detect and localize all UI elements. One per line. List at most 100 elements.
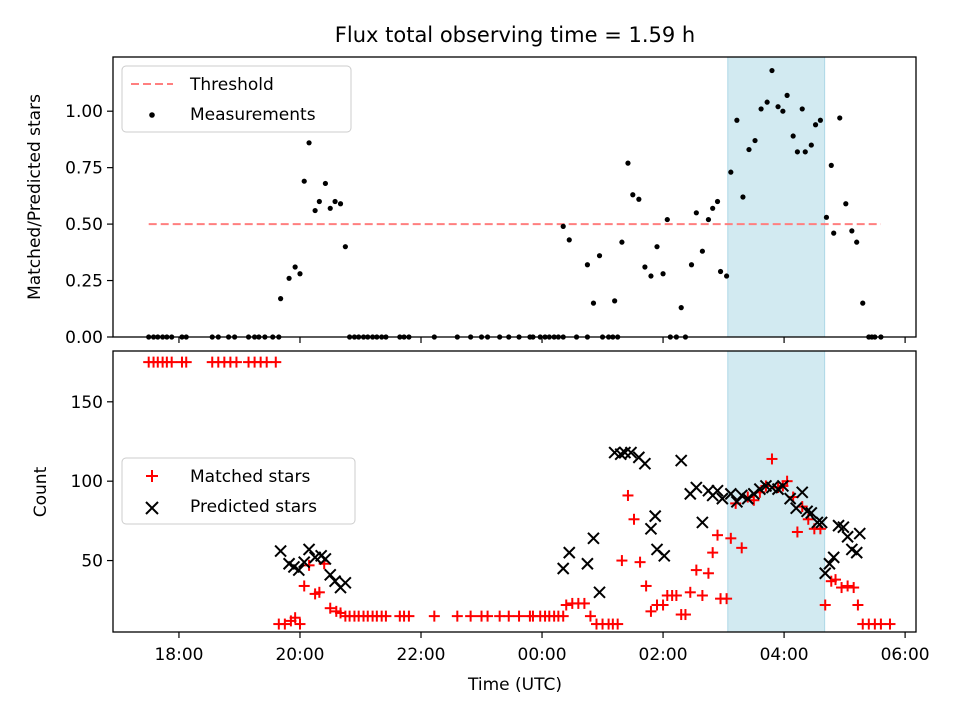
predicted-star-point	[624, 446, 638, 459]
measurement-point	[327, 205, 333, 211]
matched-star-point	[884, 618, 896, 630]
measurement-point	[758, 106, 764, 112]
matched-star-point	[791, 526, 803, 538]
threshold-legend-label: Threshold	[189, 75, 274, 95]
matched-star-point	[428, 610, 440, 622]
matched-legend-label: Matched stars	[190, 467, 310, 487]
matched-star-point	[690, 564, 702, 576]
matched-star-point	[298, 580, 310, 592]
measurement-point	[699, 248, 705, 254]
measurement-point	[278, 296, 284, 302]
predicted-star-point	[581, 557, 594, 570]
predicted-star-point	[716, 492, 729, 505]
count-panel: 50 100 150 18:00 20:00 22:00 00:00 02:00 04:00 0…	[31, 350, 930, 695]
measurements-legend-swatch	[149, 112, 155, 118]
matched-star-point	[482, 610, 494, 622]
measurement-point	[297, 271, 303, 277]
predicted-star-point	[819, 567, 832, 580]
measurement-point	[590, 300, 597, 306]
predicted-star-point	[696, 516, 709, 529]
count-y-tick-label: 150	[71, 393, 103, 413]
matched-star-point	[622, 489, 634, 501]
matched-star-point	[578, 597, 590, 609]
ratio-plot-frame	[112, 56, 917, 338]
measurement-point	[584, 262, 591, 268]
predicted-star-point	[837, 521, 850, 534]
matched-star-point	[684, 586, 696, 598]
predicted-star-point	[319, 552, 332, 566]
count-y-tick-label: 100	[71, 472, 103, 492]
predicted-star-point	[644, 522, 658, 536]
matched-star-point	[324, 602, 336, 614]
ratio-y-axis-label: Matched/Predicted stars	[25, 94, 45, 300]
matched-star-point	[612, 618, 624, 630]
predicted-star-point	[557, 562, 570, 575]
matched-star-point	[584, 610, 596, 622]
predicted-star-point	[850, 546, 863, 559]
ratio-x-axis-ticks	[178, 337, 906, 343]
predicted-star-point	[648, 509, 662, 523]
count-y-axis: 50 100 150	[71, 393, 113, 572]
x-tick-label: 20:00	[275, 645, 324, 665]
predicted-legend-swatch	[145, 501, 159, 515]
matched-star-point	[294, 618, 306, 630]
measurement-point	[843, 201, 849, 207]
matched-star-point	[836, 582, 848, 594]
matched-star-point	[712, 529, 724, 541]
measurement-point	[312, 207, 318, 214]
matched-star-point	[852, 599, 864, 611]
measurement-point	[710, 205, 716, 211]
ratio-legend-box	[121, 65, 352, 133]
predicted-star-point	[638, 457, 652, 470]
matched-star-point	[645, 605, 657, 617]
measurement-point	[802, 149, 808, 155]
matched-star-point	[616, 555, 628, 567]
predicted-star-point	[593, 586, 606, 599]
predicted-star-point	[789, 501, 803, 515]
measurement-point	[723, 273, 730, 279]
predicted-legend-label: Predicted stars	[190, 497, 317, 517]
measurement-point	[860, 300, 866, 306]
measurement-point	[693, 210, 699, 216]
measurement-point	[612, 298, 618, 304]
predicted-star-point	[815, 516, 828, 529]
measurement-point	[775, 104, 781, 110]
measurement-point	[342, 244, 348, 250]
measurement-point	[678, 305, 684, 311]
matched-star-point	[842, 580, 854, 592]
measurement-point	[734, 117, 740, 123]
count-y-axis-label: Count	[31, 466, 51, 517]
predicted-star-point	[675, 454, 688, 467]
measurement-point	[812, 122, 819, 128]
predicted-star-point	[274, 544, 287, 558]
predicted-star-point	[658, 549, 671, 563]
predicted-star-point	[783, 492, 797, 505]
matched-star-point	[313, 586, 325, 598]
predicted-star-point	[796, 486, 809, 499]
measurement-point	[566, 237, 572, 243]
matched-star-point	[628, 513, 640, 525]
measurement-point	[769, 67, 775, 74]
matched-star-point	[180, 356, 192, 368]
predicted-star-point	[587, 532, 600, 545]
measurements-legend-label: Measurements	[190, 105, 316, 125]
predicted-star-point	[805, 506, 818, 520]
measurement-point	[322, 180, 328, 187]
count-legend: Matched stars Predicted stars	[121, 457, 356, 525]
predicted-star-point	[339, 576, 352, 589]
matched-star-point	[670, 589, 682, 601]
measurement-point	[316, 198, 322, 205]
ratio-y-tick-label: 0.75	[65, 159, 103, 179]
measurement-point	[764, 99, 770, 105]
measurement-point	[688, 262, 695, 268]
x-tick-label: 04:00	[760, 645, 809, 665]
x-tick-label: 06:00	[881, 645, 930, 665]
predicted-star-point	[853, 527, 866, 540]
count-y-tick-label: 50	[81, 552, 103, 572]
measurement-point	[642, 264, 648, 270]
matched-star-point	[513, 610, 525, 622]
chart-title: Flux total observing time = 1.59 h	[335, 23, 695, 47]
measurement-point	[337, 201, 344, 207]
matched-star-point	[707, 547, 719, 559]
matched-star-point	[736, 542, 748, 554]
